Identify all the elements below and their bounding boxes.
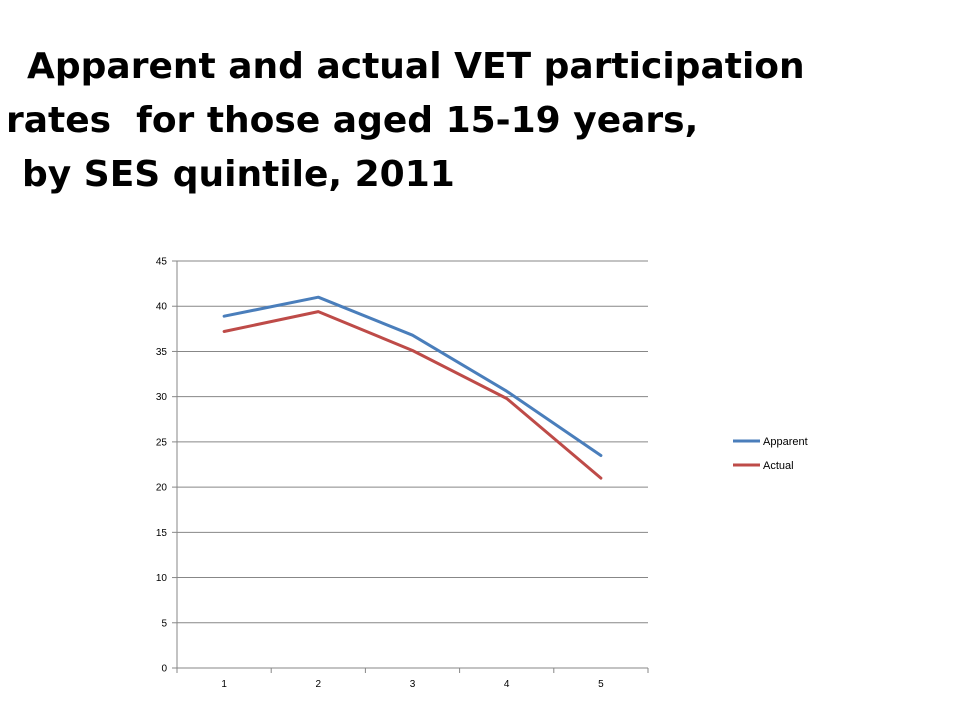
y-tick-label: 5	[161, 618, 167, 629]
y-tick-label: 45	[156, 257, 168, 268]
series-line-apparent	[222, 295, 603, 457]
y-tick-label: 20	[156, 483, 168, 494]
y-tick-label: 25	[156, 437, 168, 448]
y-tick-label: 30	[156, 392, 168, 403]
legend: Apparent Actual	[733, 436, 808, 472]
y-tick-label: 0	[161, 664, 167, 675]
y-tick-label: 40	[156, 302, 168, 313]
x-axis-tick-labels: 1 2 3 4 5	[221, 679, 604, 690]
gridlines	[177, 260, 648, 624]
chart-title-line-3: by SES quintile, 2011	[22, 154, 455, 195]
series-lines	[222, 295, 603, 480]
y-tick-label: 10	[156, 573, 168, 584]
axes	[172, 260, 649, 673]
x-tick-label: 3	[410, 679, 416, 690]
chart-title-line-1: Apparent and actual VET participation	[27, 46, 805, 87]
y-axis-tick-labels: 0 5 10 15 20 25 30 35 40 45	[156, 257, 168, 675]
legend-label-actual: Actual	[763, 460, 794, 472]
y-tick-label: 35	[156, 347, 168, 358]
chart-title-line-2: rates for those aged 15-19 years,	[6, 100, 699, 141]
x-tick-label: 4	[504, 679, 510, 690]
series-line-actual	[222, 310, 603, 480]
y-tick-label: 15	[156, 528, 168, 539]
x-tick-label: 5	[598, 679, 604, 690]
x-tick-label: 2	[316, 679, 322, 690]
x-tick-label: 1	[221, 679, 227, 690]
chart-title: Apparent and actual VET participation ra…	[0, 40, 960, 202]
legend-label-apparent: Apparent	[763, 436, 808, 448]
